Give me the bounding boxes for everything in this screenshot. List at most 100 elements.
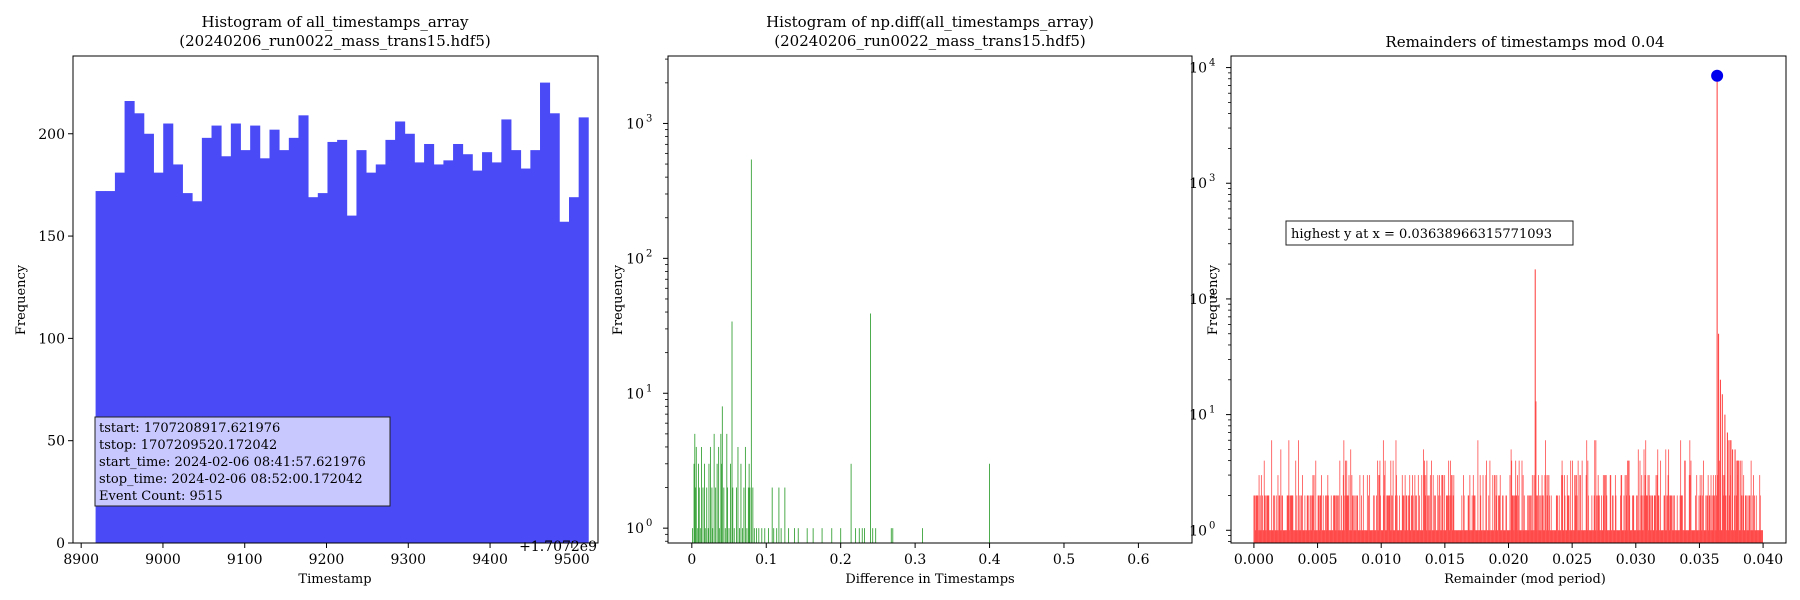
histogram-bar (433, 164, 444, 543)
highest-point-marker (1711, 69, 1724, 82)
title-line: Remainders of timestamps mod 0.04 (1385, 33, 1664, 51)
histogram-bar (530, 150, 541, 544)
panel-diff-histogram: Histogram of np.diff(all_timestamps_arra… (611, 13, 1193, 587)
panel1-x-tick-label: 8900 (63, 552, 99, 568)
panel1-xlabel: Timestamp (298, 572, 371, 587)
panel3-y-tick-exponent: 0 (1209, 520, 1215, 531)
panel2-y-tick-exponent: 0 (646, 518, 652, 529)
panel3-x-tick-label: 0.025 (1552, 552, 1592, 568)
histogram-bar (511, 150, 522, 544)
panel3-title: Remainders of timestamps mod 0.04 (1385, 33, 1664, 51)
panel1-axes: 8900 9000 9100 9200 9300 9400 9500 0 50 100 150 200 (38, 55, 599, 568)
title-line: Histogram of np.diff(all_timestamps_arra… (766, 13, 1094, 31)
histogram-bar (163, 123, 174, 543)
panel3-y-tick-exponent: 3 (1209, 173, 1215, 184)
histogram-bar (375, 164, 386, 543)
panel2-x-tick-label: 0.2 (830, 552, 852, 568)
histogram-bar (114, 172, 125, 543)
panel3-frame (1230, 55, 1787, 544)
histogram-bar (578, 117, 589, 544)
histogram-bar (95, 191, 106, 543)
panel2-frame (667, 55, 1193, 544)
histogram-bar (337, 139, 348, 543)
panel3-bars (1253, 69, 1763, 543)
histogram-bar (549, 113, 560, 543)
panel2-y-tick-label: 10 (626, 521, 644, 537)
histogram-bar (317, 193, 328, 544)
histogram-bar (105, 191, 116, 543)
panel3-x-tick-label: 0.030 (1616, 552, 1656, 568)
panel1-x-offset: +1.7072e9 (519, 539, 597, 555)
panel3-y-tick-exponent: 4 (1209, 58, 1215, 69)
panel1-x-tick-label: 9500 (554, 552, 590, 568)
histogram-bar (395, 121, 406, 543)
panel3-y-tick-exponent: 1 (1209, 405, 1215, 416)
panel2-y-tick-exponent: 1 (646, 383, 652, 394)
annotation-frame (1285, 220, 1574, 246)
annotation-text: highest y at x = 0.03638966315771093 (1291, 227, 1552, 242)
stats-line: Event Count: 9515 (99, 489, 223, 504)
panel3-y-tick-label: 10 (1189, 292, 1207, 308)
histogram-bar (472, 170, 483, 543)
histogram-bar (259, 158, 270, 544)
panel1-x-tick-label: 9100 (227, 552, 263, 568)
histogram-bar (443, 160, 454, 543)
panel1-y-tick-label: 200 (38, 127, 65, 143)
panel2-x-tick-label: 0.3 (904, 552, 926, 568)
histogram-bar (192, 201, 203, 544)
histogram-bar (366, 172, 377, 543)
panel1-y-tick-label: 150 (38, 229, 65, 245)
panel2-axes: 10 010 110 210 30 0.1 0.2 0.3 0.4 0.5 0.6 (626, 55, 1193, 568)
panel1-bars (95, 82, 589, 544)
panel1-ylabel: Frequency (14, 264, 29, 335)
histogram-bar (404, 133, 415, 544)
histogram-bar (482, 152, 493, 543)
stats-line: tstop: 1707209520.172042 (99, 438, 277, 453)
histogram-bar (182, 193, 193, 544)
histogram-bar (308, 197, 319, 543)
histogram-bar (385, 139, 396, 543)
histogram-bar (501, 119, 512, 543)
stats-line: start_time: 2024-02-06 08:41:57.621976 (99, 455, 366, 470)
panel2-ylabel: Frequency (611, 264, 626, 335)
histogram-bar (356, 150, 367, 544)
panel1-y-tick-label: 100 (38, 331, 65, 347)
panel2-y-tick-exponent: 2 (646, 248, 652, 259)
histogram-bar (124, 101, 135, 543)
panel3-x-tick-label: 0.015 (1425, 552, 1465, 568)
stats-box-frame (94, 416, 391, 507)
panel1-x-tick-label: 9300 (390, 552, 426, 568)
panel2-xlabel: Difference in Timestamps (845, 572, 1014, 587)
panel1-title: Histogram of all_timestamps_array (202402… (179, 13, 491, 50)
histogram-bar (211, 125, 222, 544)
histogram-bar (424, 143, 435, 543)
histogram-bar (462, 154, 473, 543)
histogram-bar (288, 137, 299, 543)
histogram-bar (491, 162, 502, 543)
panel2-y-tick-label: 10 (626, 251, 644, 267)
panel3-y-tick-label: 10 (1189, 408, 1207, 424)
panel3-ylabel: Frequency (1206, 264, 1221, 335)
stats-line: tstart: 1707208917.621976 (99, 421, 280, 436)
histogram-bar (201, 137, 212, 543)
histogram-bar (298, 115, 309, 544)
panel2-bars (692, 159, 990, 543)
panel3-x-tick-label: 0.005 (1298, 552, 1338, 568)
histogram-bar (240, 150, 251, 544)
stats-box: tstart: 1707208917.621976 tstop: 1707209… (94, 416, 391, 507)
histogram-bar (143, 133, 154, 544)
panel2-x-tick-label: 0.4 (978, 552, 1000, 568)
panel3-y-tick-label: 10 (1189, 523, 1207, 539)
panel3-x-tick-label: 0.040 (1743, 552, 1783, 568)
title-line: Histogram of all_timestamps_array (201, 13, 469, 31)
title-line: (20240206_run0022_mass_trans15.hdf5) (774, 32, 1086, 50)
panel3-y-tick-label: 10 (1189, 176, 1207, 192)
histogram-bar (172, 164, 183, 543)
panel2-x-tick-label: 0.1 (755, 552, 777, 568)
histogram-bar (453, 143, 464, 543)
annotation-box: highest y at x = 0.03638966315771093 (1285, 220, 1574, 246)
histogram-bar (346, 215, 357, 543)
histogram-bar (221, 156, 232, 543)
